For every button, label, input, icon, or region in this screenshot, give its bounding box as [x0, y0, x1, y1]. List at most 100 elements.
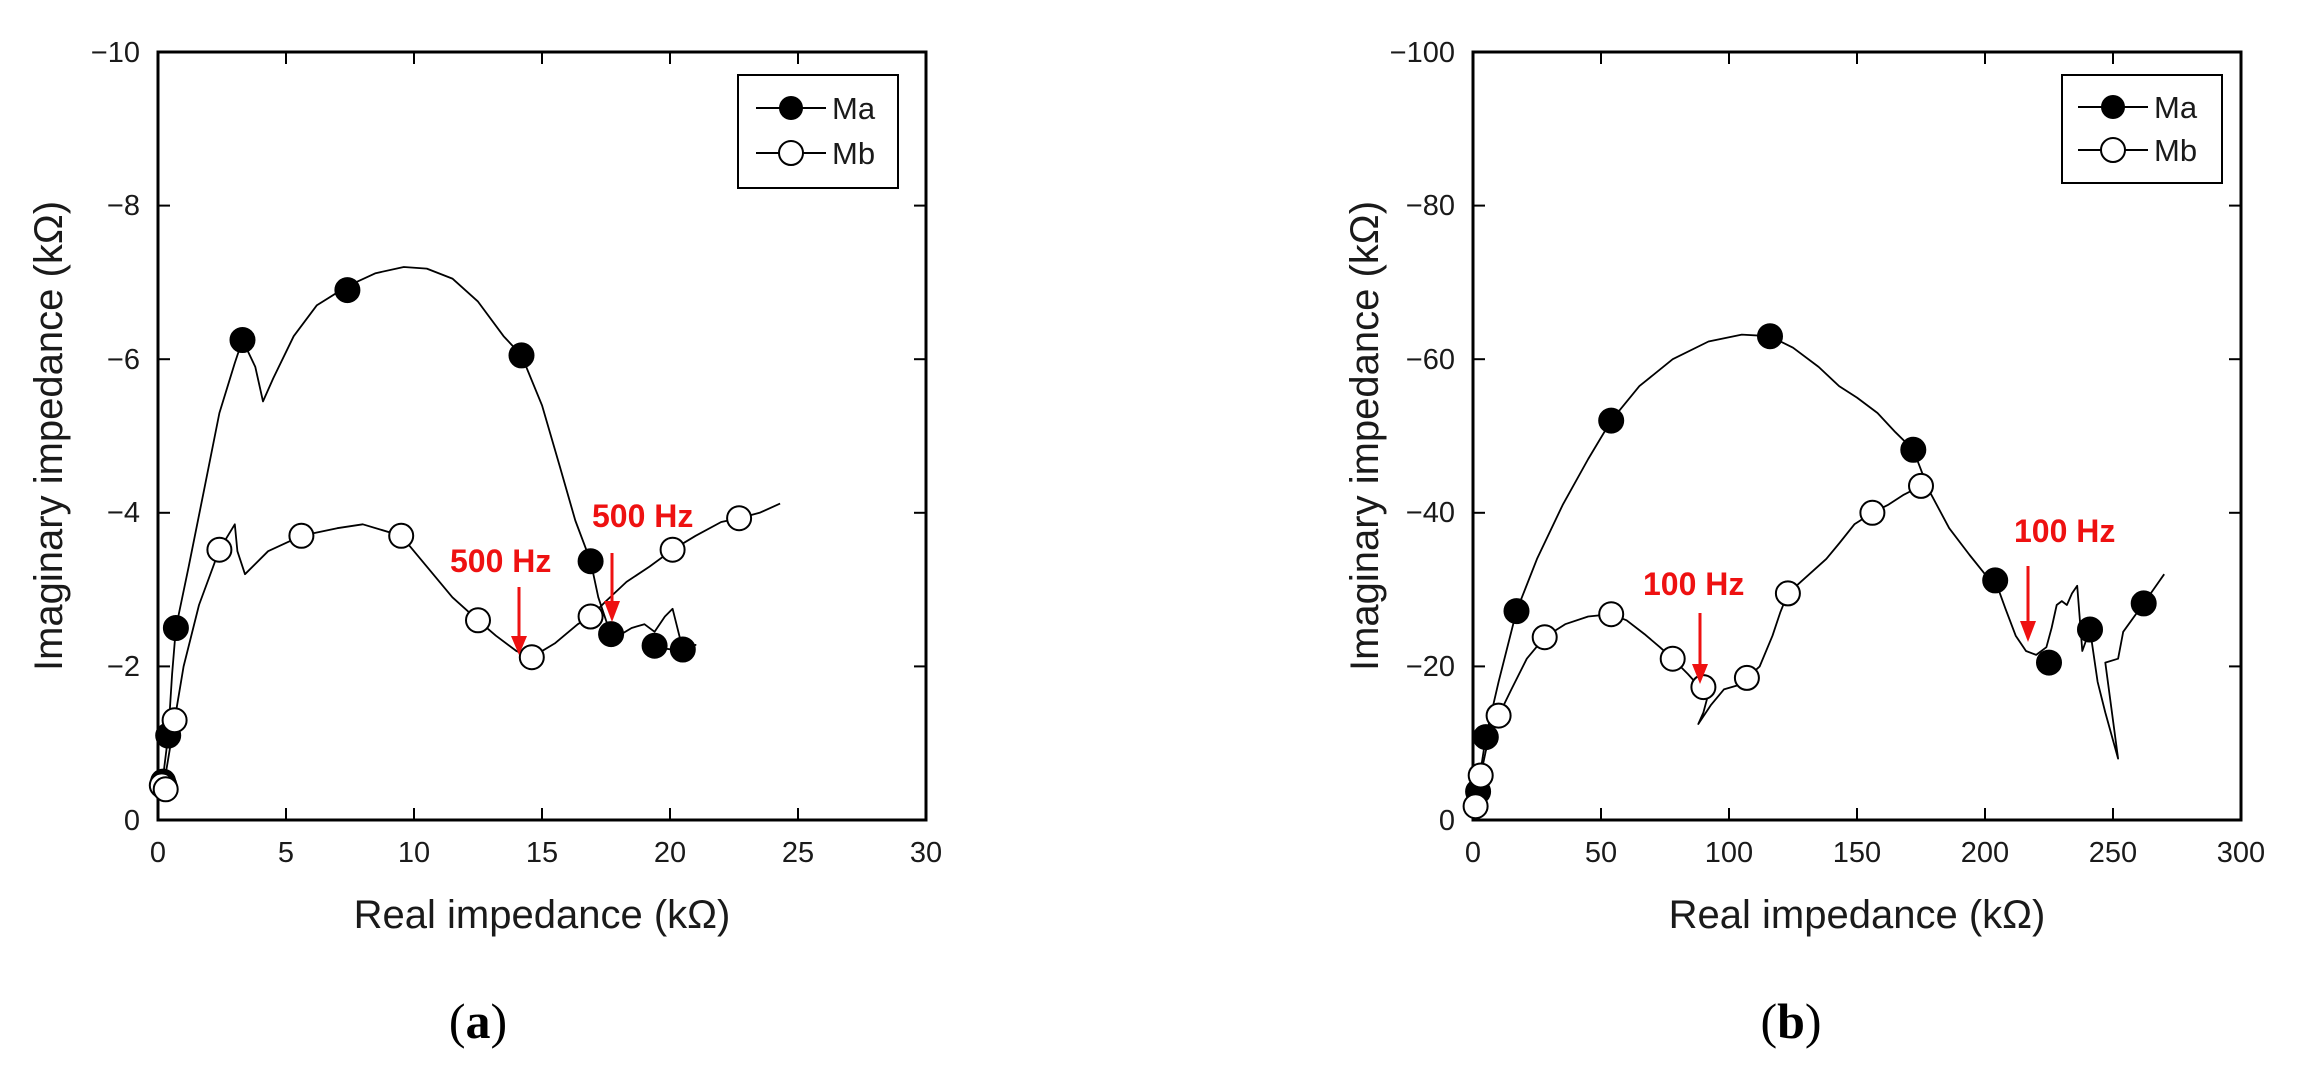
- series-curves-b: [1472, 333, 2165, 810]
- data-point-mb: [161, 707, 188, 734]
- x-tick-label: 25: [782, 837, 814, 869]
- data-point-ma: [1982, 567, 2009, 594]
- legend-marker-ma: [2101, 95, 2125, 119]
- tick-marks-a: [157, 51, 927, 821]
- data-point-mb: [1690, 674, 1717, 701]
- data-point-mb: [577, 603, 604, 630]
- y-tick-label: −10: [91, 37, 140, 69]
- data-point-ma: [334, 277, 361, 304]
- x-tick-label: 0: [1465, 837, 1481, 869]
- data-point-mb: [388, 522, 415, 549]
- x-tick-label: 10: [398, 837, 430, 869]
- y-tick-label: −20: [1406, 651, 1455, 683]
- data-point-mb: [726, 505, 753, 532]
- panel-a: 0 5 10 15 20 25 30 0 −2 −4 −6 −8 −10 Rea…: [27, 37, 942, 937]
- caption-paren: ): [491, 993, 508, 1049]
- annotation-arrow-head: [1692, 664, 1708, 684]
- annotation-b-1: 100 Hz: [1643, 566, 1744, 684]
- x-tick-label: 30: [910, 837, 942, 869]
- x-tick-label: 50: [1585, 837, 1617, 869]
- x-axis-label-a: Real impedance (kΩ): [354, 893, 731, 937]
- series-markers-b: [1462, 323, 2157, 820]
- data-point-mb: [206, 536, 233, 563]
- y-tick-label: −4: [107, 497, 140, 529]
- x-tick-label: 5: [278, 837, 294, 869]
- data-point-mb: [1467, 762, 1494, 789]
- y-tick-label: −8: [107, 190, 140, 222]
- data-point-mb: [288, 522, 315, 549]
- legend-b: Ma Mb: [2061, 74, 2223, 184]
- y-tick-label: 0: [124, 805, 140, 837]
- data-point-ma: [162, 615, 189, 641]
- caption-b: (b): [1760, 993, 1821, 1049]
- data-point-ma: [229, 327, 256, 353]
- data-point-mb: [1485, 702, 1512, 729]
- data-point-ma: [2130, 590, 2157, 617]
- x-axis-label-b: Real impedance (kΩ): [1669, 893, 2046, 937]
- data-point-ma: [2077, 616, 2103, 643]
- data-point-ma: [1900, 436, 1927, 463]
- caption-letter: a: [466, 993, 491, 1049]
- annotation-arrow-head: [604, 601, 620, 622]
- annotation-b-2: 100 Hz: [2014, 513, 2115, 642]
- y-tick-label: −60: [1406, 344, 1455, 376]
- data-point-ma: [641, 632, 668, 659]
- panel-b: 0 50 100 150 200 250 300 0 −20 −40 −60 −…: [1343, 37, 2265, 937]
- data-point-ma: [2036, 649, 2062, 676]
- legend-a: Ma Mb: [737, 74, 899, 189]
- series-line-ma: [1474, 333, 2165, 802]
- annotation-label: 500 Hz: [592, 498, 693, 534]
- data-point-mb: [1774, 580, 1801, 607]
- caption-a: (a): [449, 993, 507, 1049]
- data-point-mb: [1659, 645, 1686, 672]
- x-tick-label: 200: [1961, 837, 2009, 869]
- data-point-mb: [465, 607, 491, 634]
- legend-marker-mb: [2100, 137, 2126, 163]
- x-tick-label: 250: [2089, 837, 2137, 869]
- y-tick-label: −80: [1406, 190, 1455, 222]
- data-point-mb: [1531, 624, 1558, 651]
- y-tick-label: −6: [107, 344, 140, 376]
- y-tick-label: −100: [1390, 37, 1455, 69]
- series-markers-a: [148, 277, 753, 803]
- data-point-ma: [1757, 323, 1783, 350]
- annotation-label: 100 Hz: [1643, 566, 1744, 602]
- x-tick-label: 100: [1705, 837, 1753, 869]
- tick-marks-b: [1472, 51, 2242, 821]
- legend-label-ma: Ma: [832, 91, 876, 126]
- annotation-label: 500 Hz: [450, 543, 551, 579]
- data-point-mb: [152, 776, 179, 803]
- data-point-ma: [669, 636, 696, 663]
- annotation-a-2: 500 Hz: [592, 498, 693, 622]
- data-point-ma: [1503, 598, 1530, 625]
- annotation-arrow-head: [511, 636, 527, 655]
- legend-box: [2061, 74, 2223, 184]
- y-tick-label: 0: [1439, 805, 1455, 837]
- x-tick-label: 15: [526, 837, 558, 869]
- legend-label-mb: Mb: [2154, 133, 2197, 168]
- data-point-mb: [1859, 499, 1886, 526]
- legend-label-ma: Ma: [2154, 90, 2198, 125]
- annotation-a-1: 500 Hz: [450, 543, 551, 655]
- data-point-ma: [1472, 724, 1499, 751]
- caption-paren: (: [1760, 993, 1777, 1049]
- x-tick-label: 20: [654, 837, 686, 869]
- series-line-ma: [160, 266, 697, 790]
- legend-marker-mb: [778, 140, 804, 166]
- y-axis-label-a: Imaginary impedance (kΩ): [27, 201, 71, 671]
- data-point-mb: [1598, 601, 1625, 628]
- data-point-mb: [1733, 664, 1760, 691]
- data-point-ma: [598, 621, 625, 648]
- x-tick-label: 0: [150, 837, 166, 869]
- y-axis-label-b: Imaginary impedance (kΩ): [1343, 201, 1387, 671]
- data-point-ma: [1598, 407, 1625, 434]
- data-point-ma: [508, 342, 535, 369]
- data-point-ma: [577, 548, 604, 575]
- annotation-label: 100 Hz: [2014, 513, 2115, 549]
- legend-marker-ma: [779, 96, 803, 120]
- annotation-arrow-head: [2020, 621, 2036, 642]
- data-point-mb: [518, 644, 545, 671]
- caption-letter: b: [1777, 993, 1805, 1049]
- data-point-mb: [1908, 472, 1934, 499]
- data-point-mb: [659, 536, 686, 563]
